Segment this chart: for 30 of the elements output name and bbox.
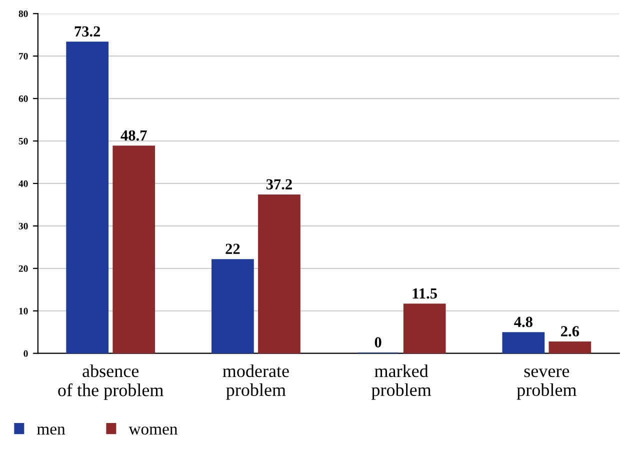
y-tick-label: 40 xyxy=(18,180,28,187)
y-tick-label: 60 xyxy=(18,95,28,102)
legend-label: men xyxy=(37,426,66,435)
x-tick-label: moderate problem xyxy=(222,364,289,400)
x-tick-label: marked problem xyxy=(372,364,432,400)
data-label: 48.7 xyxy=(120,130,147,141)
bar xyxy=(502,332,545,354)
bar xyxy=(258,194,300,354)
legend-label: women xyxy=(128,426,178,435)
data-label: 0 xyxy=(374,337,382,348)
bar xyxy=(66,42,109,354)
y-tick-label: 20 xyxy=(18,265,28,272)
bar xyxy=(548,341,592,354)
bar xyxy=(403,304,446,354)
y-tick-label: 0 xyxy=(24,350,28,357)
data-label: 4.8 xyxy=(514,316,532,328)
data-label: 37.2 xyxy=(266,179,292,190)
x-tick-label: absence of the problem xyxy=(58,364,164,400)
y-tick-label: 80 xyxy=(18,10,28,18)
y-tick-label: 70 xyxy=(19,52,28,60)
x-tick-label: severe problem xyxy=(516,368,576,400)
y-tick-label: 30 xyxy=(18,222,28,230)
data-label: 73.2 xyxy=(74,26,100,37)
y-tick-label: 10 xyxy=(19,308,28,314)
y-tick-label: 50 xyxy=(18,138,28,144)
data-label: 11.5 xyxy=(412,288,437,299)
data-label: 22 xyxy=(226,244,240,254)
bar xyxy=(212,259,254,354)
data-label: 2.6 xyxy=(561,326,580,336)
bar xyxy=(112,146,156,354)
